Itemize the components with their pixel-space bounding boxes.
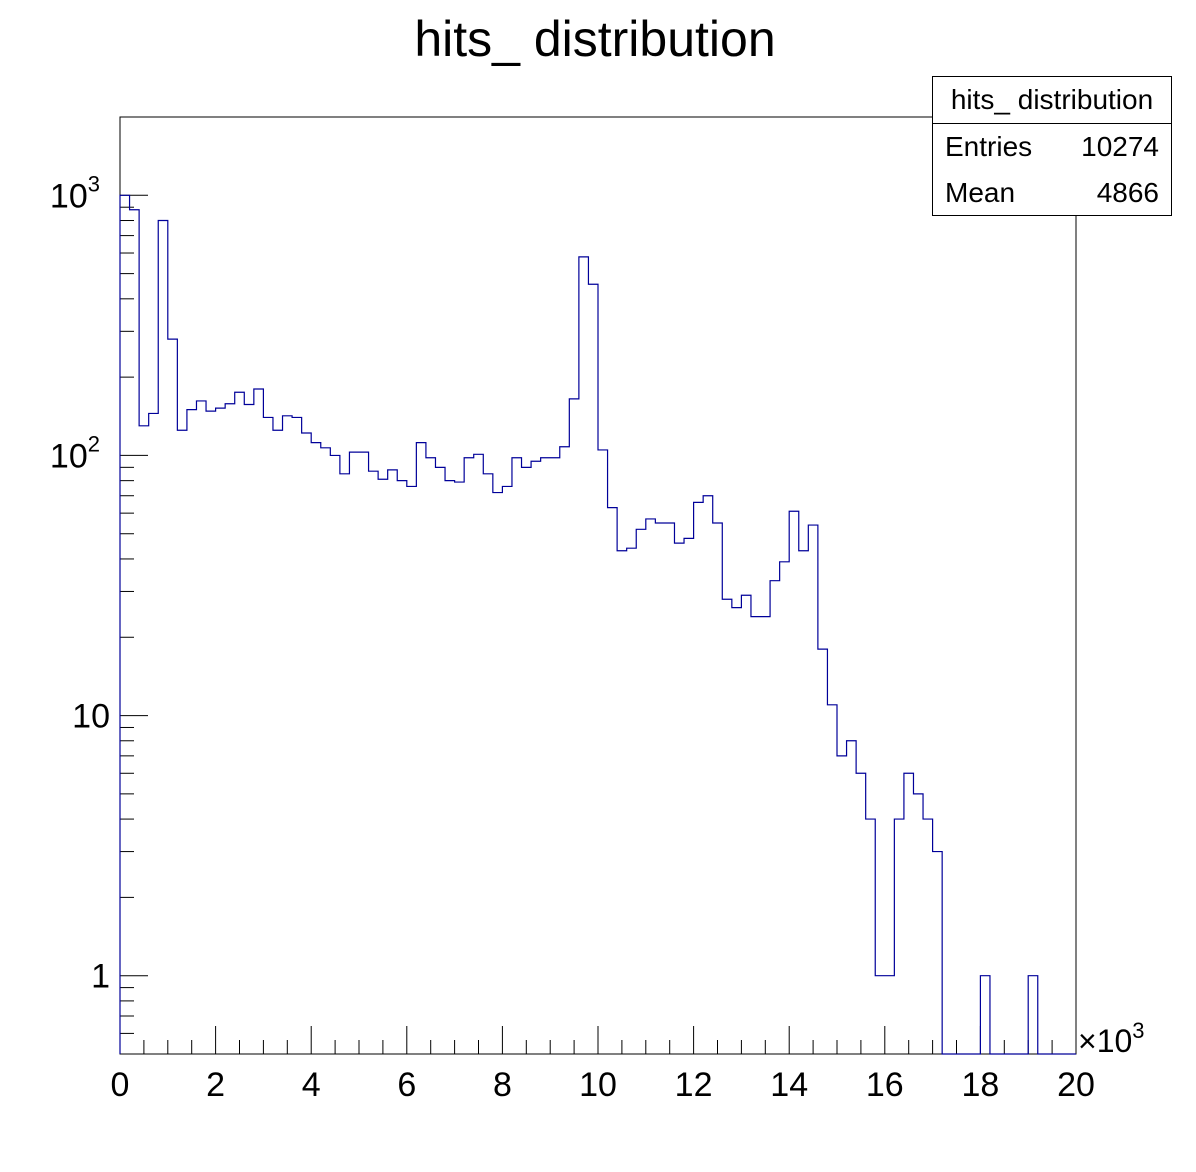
- stats-entries-row: Entries 10274: [933, 124, 1171, 170]
- y-axis: 1 10 102 103: [50, 116, 148, 1055]
- stats-entries-label: Entries: [945, 131, 1033, 162]
- x-tick-label: 2: [206, 1066, 225, 1104]
- chart-title: hits_ distribution: [414, 11, 776, 67]
- stats-entries-value: 10274: [1081, 131, 1159, 162]
- x-tick-label: 6: [397, 1066, 416, 1104]
- x-tick-label: 8: [493, 1066, 512, 1104]
- stats-mean-row: Mean 4866: [933, 170, 1171, 216]
- y-tick-label: 1: [91, 958, 110, 996]
- x-tick-label: 16: [866, 1066, 904, 1104]
- x-multiplier-exponent: 3: [1132, 1018, 1144, 1043]
- x-axis: 0 2 4 6 8 10 12 14 16 18 20: [111, 1026, 1095, 1104]
- stats-box: hits_ distribution Entries 10274 Mean 48…: [932, 76, 1172, 216]
- x-tick-label: 20: [1057, 1066, 1095, 1104]
- x-tick-label: 18: [961, 1066, 999, 1104]
- histogram-line: [119, 194, 1076, 1055]
- y-tick-label: 103: [50, 171, 100, 215]
- x-tick-label: 12: [675, 1066, 713, 1104]
- stats-mean-value: 4866: [1096, 177, 1159, 208]
- x-tick-label: 10: [579, 1066, 617, 1104]
- x-tick-label: 14: [770, 1066, 808, 1104]
- stats-mean-label: Mean: [945, 177, 1016, 208]
- plot-frame: [119, 116, 1077, 1055]
- y-tick-label: 102: [50, 431, 100, 475]
- stats-title: hits_ distribution: [933, 77, 1171, 124]
- x-tick-label: 0: [111, 1066, 130, 1104]
- x-multiplier: ×103: [1078, 1018, 1145, 1059]
- y-tick-label: 10: [72, 698, 110, 736]
- x-tick-label: 4: [302, 1066, 321, 1104]
